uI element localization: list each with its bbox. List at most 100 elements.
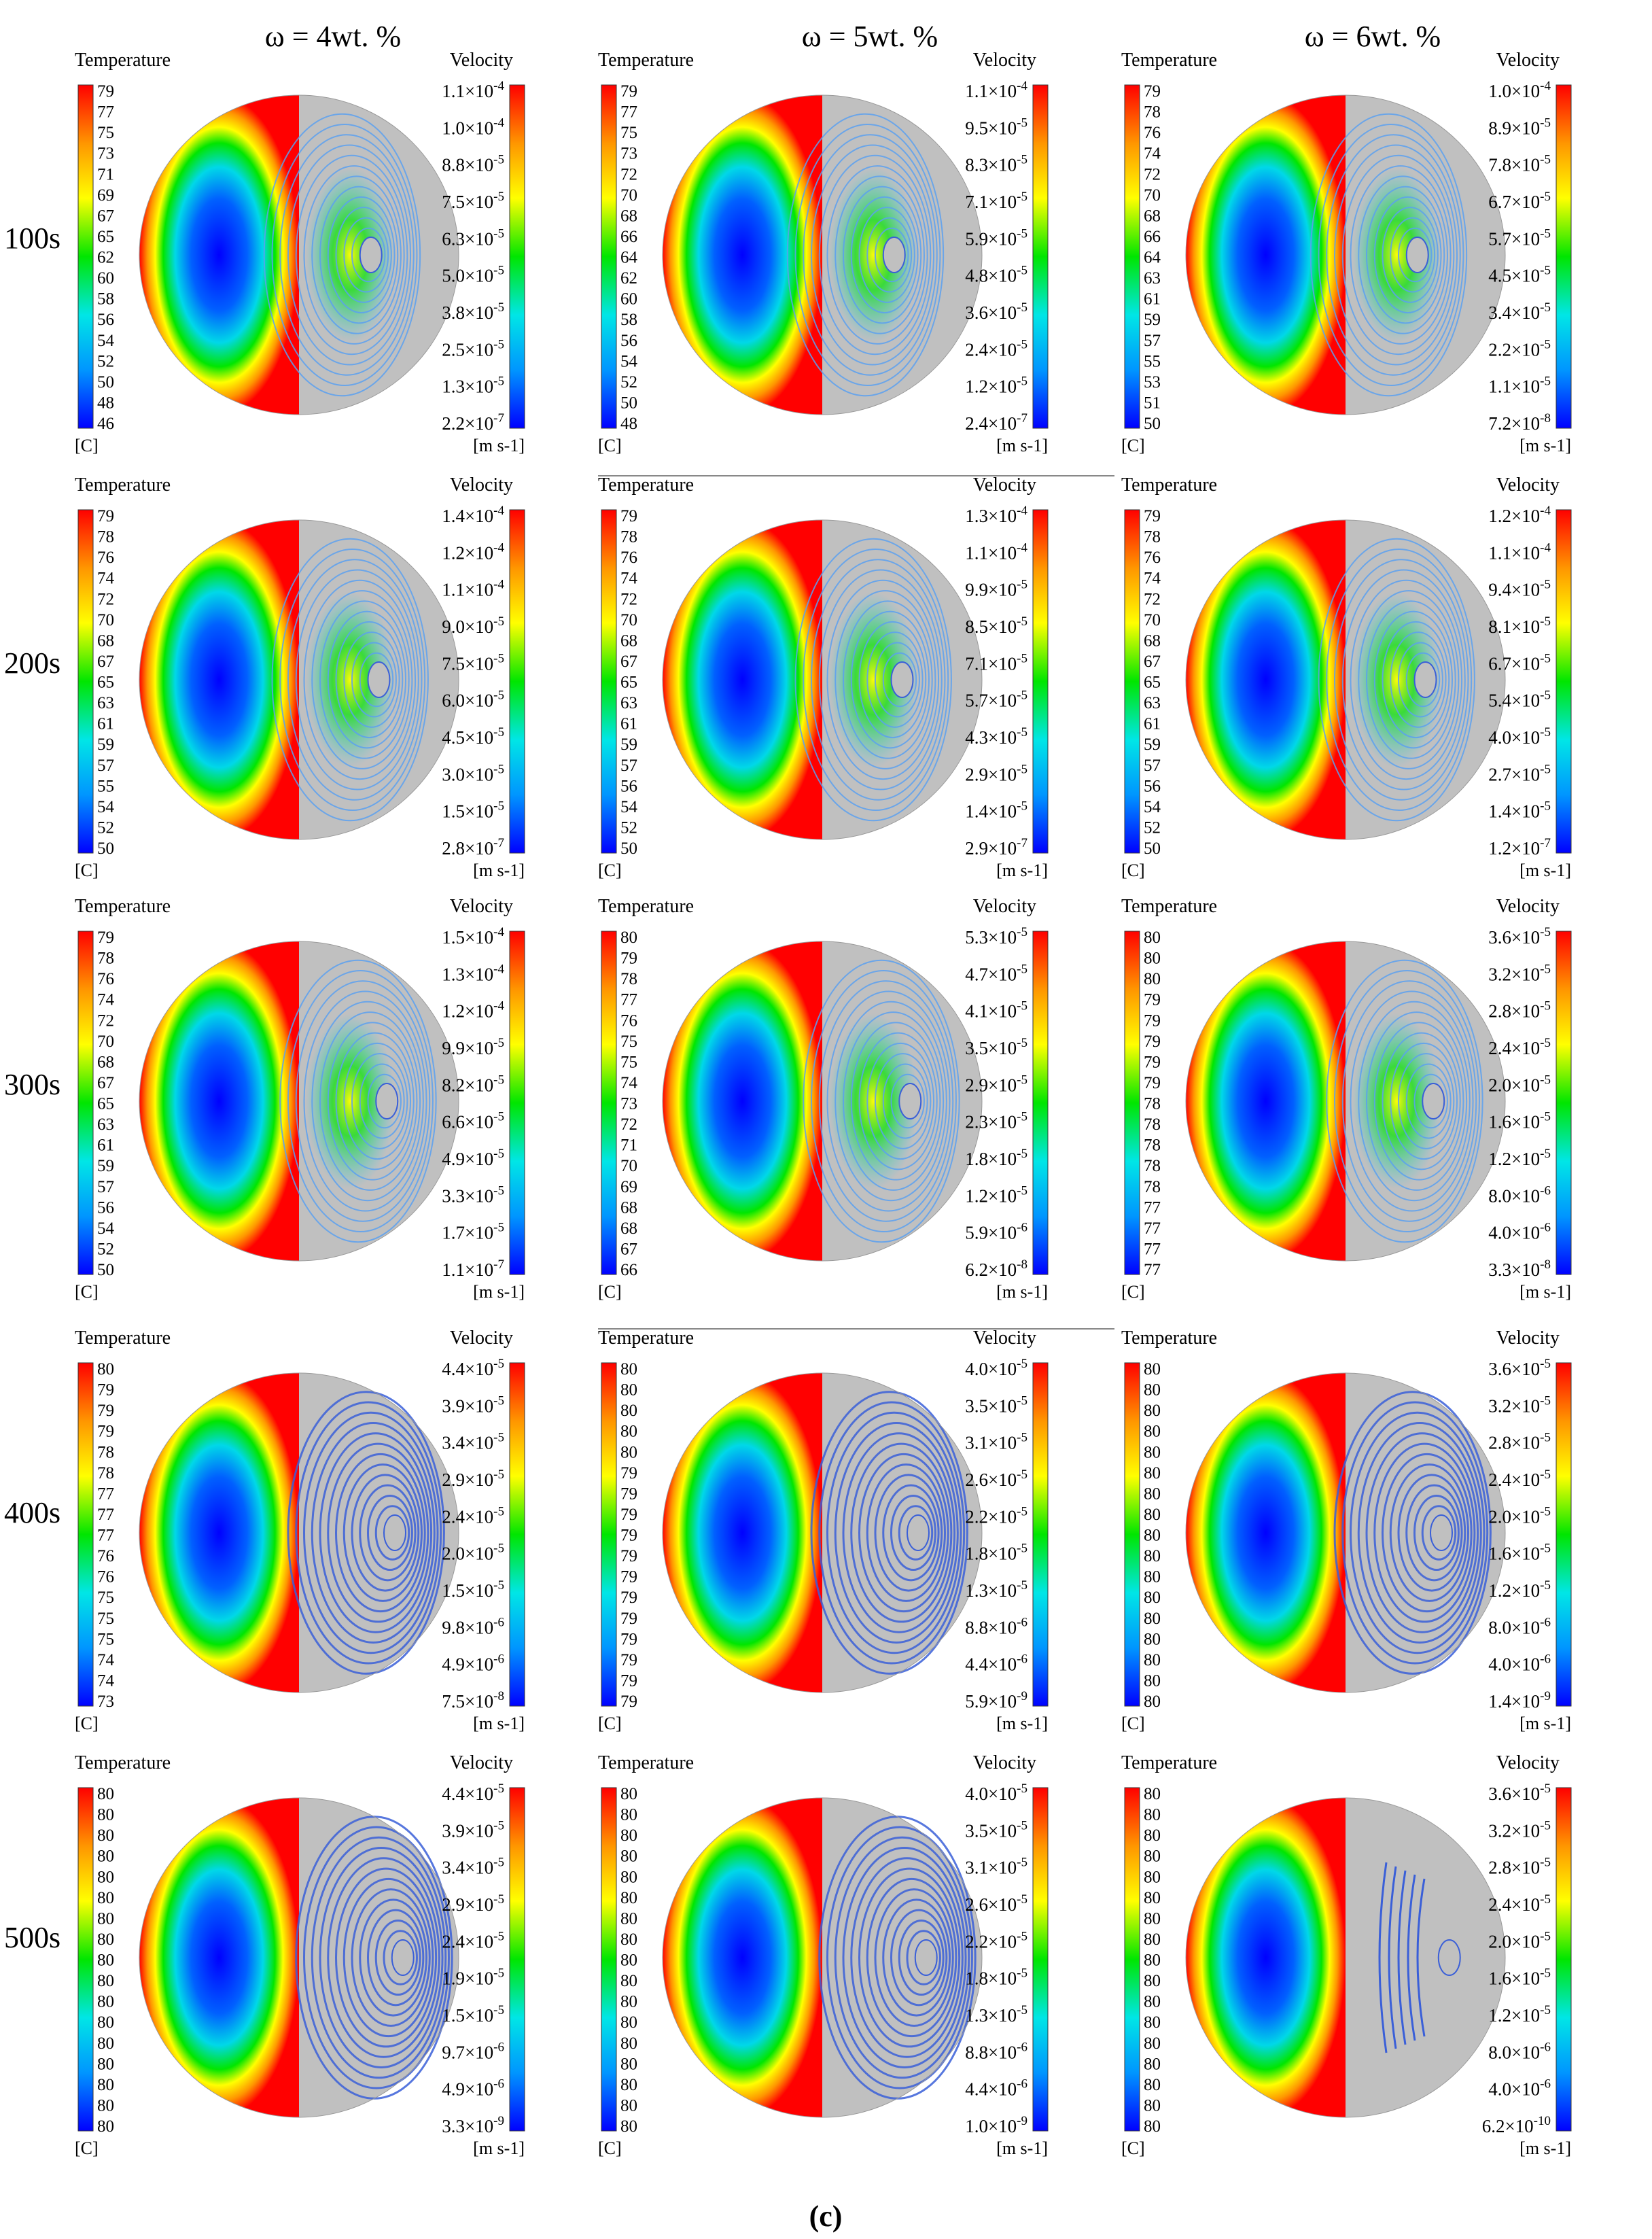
velocity-tick-label: 3.5×10-5 [965,1818,1027,1841]
velocity-tick-label: 8.0×10-6 [1488,1183,1551,1206]
velocity-colorbar [509,1787,525,2132]
velocity-tick-label: 9.4×10-5 [1488,578,1551,600]
temperature-tick-label: 80 [620,2076,637,2094]
velocity-unit: [m s-1] [473,861,525,880]
temperature-tick-label: 57 [97,1178,114,1196]
row-label-100s: 100s [4,222,60,255]
velocity-legend-title: Velocity [450,50,513,71]
velocity-tick-label: 1.6×10-5 [1488,1110,1551,1132]
domain-boundary [139,1797,459,2118]
velocity-tick-label: 4.4×10-5 [442,1357,504,1379]
velocity-tick-label: 4.9×10-6 [442,2077,504,2100]
domain-boundary [1185,1797,1506,2118]
velocity-tick-label: 1.3×10-5 [965,1578,1027,1601]
panel-400s-col1: Temperature 80 79 79 79 78 78 77 77 77 76 76 75 75 75 7… [75,1327,525,1733]
panel-300s-col1: Temperature 79 78 76 74 72 70 68 67 65 63 61 59 57 56 5… [75,896,525,1302]
temperature-unit: [C] [598,2138,622,2158]
temperature-tick-label: 78 [97,1464,114,1482]
temperature-tick-label: 79 [97,1402,114,1420]
velocity-tick-label: 3.9×10-5 [442,1818,504,1841]
velocity-tick-label: 1.6×10-5 [1488,1966,1551,1989]
velocity-colorbar [1032,931,1049,1275]
velocity-tick-label: 2.4×10-7 [965,411,1027,434]
temperature-tick-label: 56 [97,1198,114,1217]
temperature-tick-label: 62 [620,269,637,288]
temperature-legend-title: Temperature [1121,896,1217,917]
temperature-tick-label: 80 [1144,1806,1161,1824]
temperature-tick-label: 54 [97,332,115,350]
velocity-unit: [m s-1] [1519,436,1571,455]
temperature-tick-label: 60 [97,269,114,288]
velocity-legend-title: Velocity [450,896,513,917]
temperature-tick-label: 72 [1144,165,1161,184]
velocity-unit: [m s-1] [473,1282,525,1302]
streamlines [1333,1391,1492,1675]
temperature-tick-label: 80 [97,1909,114,1928]
velocity-tick-label: 4.3×10-5 [965,725,1027,748]
velocity-colorbar [1032,1787,1049,2132]
velocity-tick-label: 3.2×10-5 [1488,1818,1551,1841]
temperature-tick-label: 80 [1144,1651,1161,1669]
velocity-tick-label: 2.0×10-5 [442,1542,504,1564]
temperature-tick-label: 80 [97,1951,114,1970]
temperature-tick-label: 72 [620,165,637,184]
temperature-tick-label: 67 [620,653,637,671]
velocity-legend-title: Velocity [973,474,1036,496]
velocity-tick-label: 3.3×10-5 [442,1183,504,1206]
temperature-colorbar [1124,1362,1140,1707]
velocity-tick-label: 2.9×10-5 [442,1468,504,1490]
velocity-tick-label: 8.2×10-5 [442,1073,504,1095]
velocity-tick-label: 2.5×10-5 [442,337,504,360]
temperature-tick-label: 48 [620,415,637,433]
velocity-tick-label: 4.9×10-5 [442,1147,504,1169]
temperature-colorbar [77,509,94,854]
temperature-colorbar [601,1362,617,1707]
velocity-tick-label: 2.0×10-5 [1488,1504,1551,1527]
temperature-tick-label: 66 [620,228,637,246]
temperature-unit: [C] [1121,436,1145,455]
velocity-tick-label: 6.7×10-5 [1488,651,1551,674]
temperature-tick-label: 74 [1144,145,1161,163]
column-header-6wt: ω = 6wt. % [1305,20,1441,53]
temperature-colorbar [601,931,617,1275]
temperature-tick-label: 67 [97,1074,114,1092]
temperature-tick-label: 80 [97,2013,114,2032]
velocity-tick-label: 3.0×10-5 [442,762,504,784]
velocity-tick-label: 3.6×10-5 [1488,1357,1551,1379]
velocity-tick-label: 2.8×10-7 [442,836,504,858]
temperature-tick-label: 77 [1144,1219,1161,1238]
velocity-unit: [m s-1] [996,1282,1048,1302]
temperature-tick-label: 76 [97,970,114,988]
temperature-tick-label: 74 [97,991,115,1009]
velocity-tick-label: 1.4×10-5 [965,799,1027,822]
temperature-tick-label: 74 [97,570,115,588]
temperature-tick-label: 46 [97,415,114,433]
temperature-tick-label: 80 [97,2034,114,2053]
temperature-colorbar [77,1362,94,1707]
temperature-tick-label: 79 [97,82,114,101]
velocity-legend-title: Velocity [1496,1327,1560,1349]
temperature-tick-label: 80 [97,2076,114,2094]
temperature-tick-label: 52 [97,1240,114,1258]
temperature-tick-label: 78 [97,950,114,968]
temperature-tick-label: 65 [1144,674,1161,692]
domain-boundary [662,94,983,415]
velocity-tick-label: 8.0×10-6 [1488,2040,1551,2062]
velocity-tick-label: 8.5×10-5 [965,614,1027,637]
temperature-contour-half [1186,520,1346,839]
temperature-tick-label: 80 [97,1847,114,1866]
velocity-tick-label: 3.4×10-5 [442,1856,504,1878]
temperature-tick-label: 80 [97,1785,114,1803]
velocity-tick-label: 9.0×10-5 [442,614,504,637]
temperature-tick-label: 80 [1144,1464,1161,1482]
temperature-legend-title: Temperature [598,896,694,917]
temperature-tick-label: 57 [1144,757,1161,775]
temperature-colorbar [601,509,617,854]
velocity-tick-label: 2.2×10-5 [1488,337,1551,360]
row-label-500s: 500s [4,1921,60,1954]
velocity-tick-label: 2.4×10-5 [1488,1892,1551,1915]
velocity-unit: [m s-1] [996,436,1048,455]
velocity-tick-label: 1.1×10-4 [442,79,504,101]
velocity-tick-label: 9.8×10-6 [442,1615,504,1637]
temperature-tick-label: 70 [1144,611,1161,629]
